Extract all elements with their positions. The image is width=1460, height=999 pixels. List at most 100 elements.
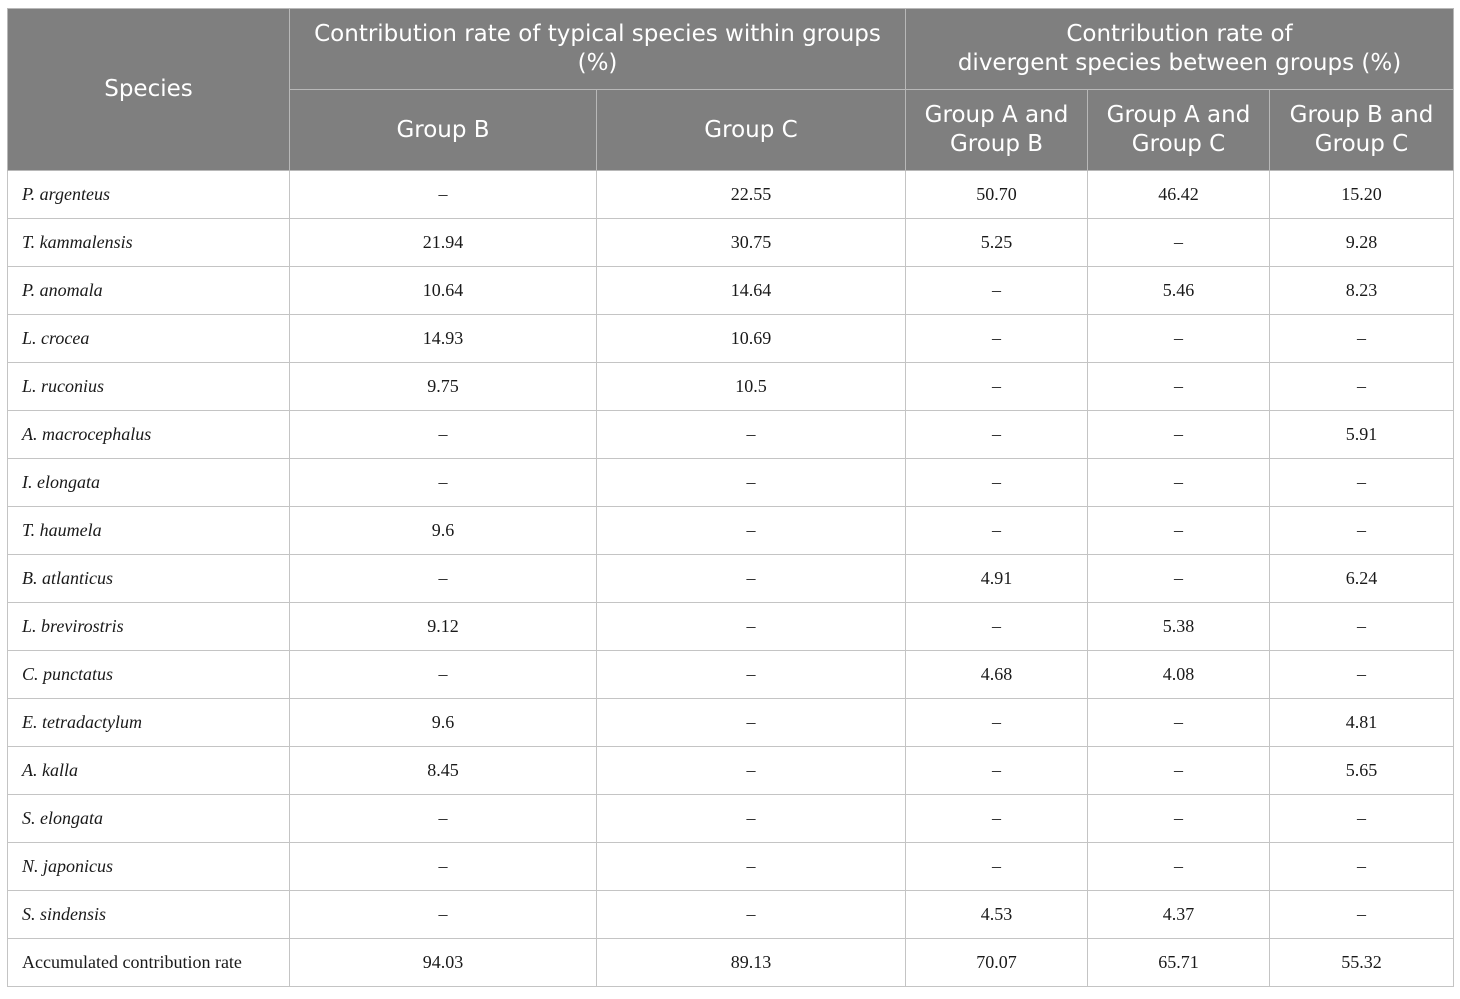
value-cell: 9.28 [1269,218,1454,267]
value-cell: – [905,602,1088,651]
value-cell: – [289,890,597,939]
column-header-group-a-and-b: Group A and Group B [905,89,1088,171]
value-cell: 22.55 [596,170,906,219]
value-cell: 5.46 [1087,266,1270,315]
value-cell: – [289,794,597,843]
value-cell: – [1269,314,1454,363]
value-cell: 14.93 [289,314,597,363]
value-cell: – [1087,218,1270,267]
value-cell: 10.69 [596,314,906,363]
value-cell: 9.75 [289,362,597,411]
value-cell: – [1087,554,1270,603]
value-cell: 8.23 [1269,266,1454,315]
value-cell: – [596,410,906,459]
value-cell: 15.20 [1269,170,1454,219]
total-value-cell: 89.13 [596,938,906,987]
table-container: Species Contribution rate of typical spe… [7,8,1454,987]
column-header-group-b: Group B [289,89,597,171]
value-cell: – [905,266,1088,315]
value-cell: 30.75 [596,218,906,267]
species-name-cell: C. punctatus [7,650,290,699]
value-cell: 9.12 [289,602,597,651]
value-cell: – [596,602,906,651]
value-cell: 4.68 [905,650,1088,699]
species-name-cell: P. argenteus [7,170,290,219]
value-cell: – [1269,794,1454,843]
species-contribution-table: Species Contribution rate of typical spe… [7,8,1454,987]
value-cell: 10.64 [289,266,597,315]
value-cell: – [289,170,597,219]
value-cell: – [289,650,597,699]
value-cell: 5.25 [905,218,1088,267]
between-groups-header-line1: Contribution rate of [1066,21,1293,47]
species-name-cell: E. tetradactylum [7,698,290,747]
species-name-cell: L. crocea [7,314,290,363]
value-cell: – [596,650,906,699]
value-cell: 10.5 [596,362,906,411]
total-value-cell: 65.71 [1087,938,1270,987]
value-cell: – [905,506,1088,555]
species-name-cell: L. brevirostris [7,602,290,651]
value-cell: 9.6 [289,506,597,555]
table-row: T. kammalensis 21.94 30.75 5.25–9.28 [7,218,1454,267]
species-name-cell: I. elongata [7,458,290,507]
value-cell: – [905,410,1088,459]
value-cell: – [596,698,906,747]
table-row: P. anomala 10.64 14.64–5.46 8.23 [7,266,1454,315]
value-cell: – [905,794,1088,843]
value-cell: 6.24 [1269,554,1454,603]
header-row-sub: Group B Group C Group A and Group B Grou… [8,89,1454,171]
value-cell: 4.08 [1087,650,1270,699]
value-cell: – [596,842,906,891]
value-cell: – [596,746,906,795]
value-cell: – [1087,794,1270,843]
value-cell: – [596,794,906,843]
value-cell: – [1087,410,1270,459]
value-cell: – [1269,842,1454,891]
column-header-group-b-and-c: Group B and Group C [1269,89,1454,171]
value-cell: 5.38 [1087,602,1270,651]
value-cell: 8.45 [289,746,597,795]
species-name-cell: P. anomala [7,266,290,315]
species-name-cell: A. macrocephalus [7,410,290,459]
table-row: L. ruconius 9.75 10.5– – – [7,362,1454,411]
value-cell: 4.91 [905,554,1088,603]
value-cell: 5.91 [1269,410,1454,459]
value-cell: – [596,458,906,507]
species-name-cell: B. atlanticus [7,554,290,603]
value-cell: – [1087,458,1270,507]
value-cell: – [596,554,906,603]
column-header-group-a-and-c: Group A and Group C [1087,89,1270,171]
value-cell: – [905,746,1088,795]
species-name-cell: S. sindensis [7,890,290,939]
table-row: L. brevirostris 9.12– –5.38– [7,602,1454,651]
value-cell: – [289,554,597,603]
value-cell: 4.53 [905,890,1088,939]
value-cell: – [905,314,1088,363]
value-cell: – [1269,458,1454,507]
total-value-cell: 94.03 [289,938,597,987]
value-cell: – [1269,890,1454,939]
species-name-cell: T. haumela [7,506,290,555]
between-groups-header: Contribution rate of divergent species b… [905,8,1454,90]
value-cell: – [1269,650,1454,699]
value-cell: – [289,458,597,507]
table-row: S. sindensis – –4.53 4.37– [7,890,1454,939]
table-row: A. kalla 8.45– – –5.65 [7,746,1454,795]
value-cell: – [289,842,597,891]
value-cell: 4.81 [1269,698,1454,747]
table-row: I. elongata – – – – – [7,458,1454,507]
within-groups-header: Contribution rate of typical species wit… [289,8,906,90]
species-header: Species [7,8,290,171]
column-header-group-c: Group C [596,89,906,171]
total-value-cell: 55.32 [1269,938,1454,987]
species-name-cell: T. kammalensis [7,218,290,267]
header-row-top: Species Contribution rate of typical spe… [7,8,1454,171]
value-cell: – [1087,362,1270,411]
table-row: S. elongata – – – – – [7,794,1454,843]
between-groups-header-line2: divergent species between groups (%) [957,50,1402,76]
value-cell: – [1087,842,1270,891]
value-cell: – [1087,746,1270,795]
value-cell: – [1269,362,1454,411]
value-cell: – [596,890,906,939]
